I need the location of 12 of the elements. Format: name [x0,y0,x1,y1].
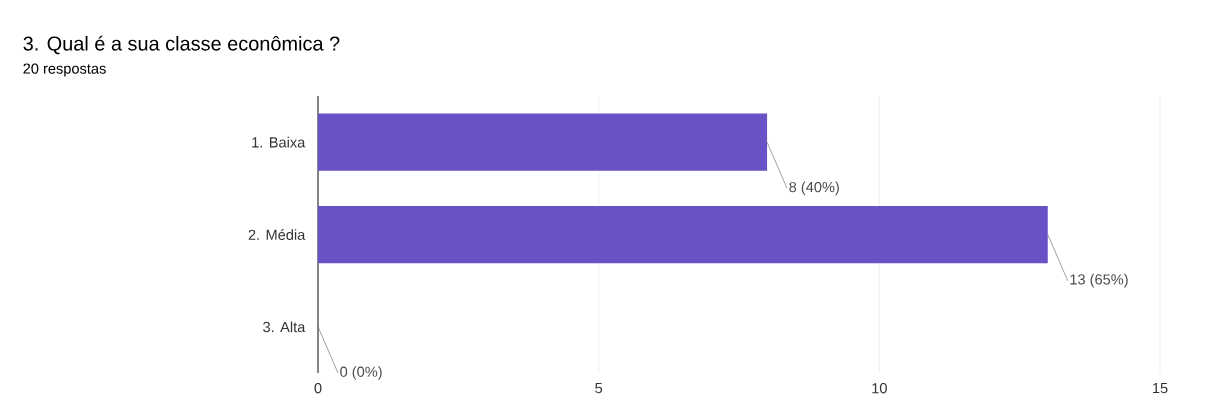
y-tick-label: 1. Baixa [252,136,306,148]
data-label: 13 (65%) [1070,273,1128,288]
x-tick-label: 15 [1153,383,1168,394]
text: 20 respostas [23,63,106,77]
data-label: 0 (0%) [340,366,382,380]
x-tick-label: 10 [872,383,887,394]
y-tick-label: 3. Alta [263,321,306,333]
x-tick-label: 0 [314,383,322,394]
data-label: 8 (40%) [789,181,839,196]
x-tick-label: 5 [595,383,603,394]
chart-title: 3. Qual é a sua classe econômica ? [23,35,340,55]
y-tick-label: 2. Média [248,229,306,240]
